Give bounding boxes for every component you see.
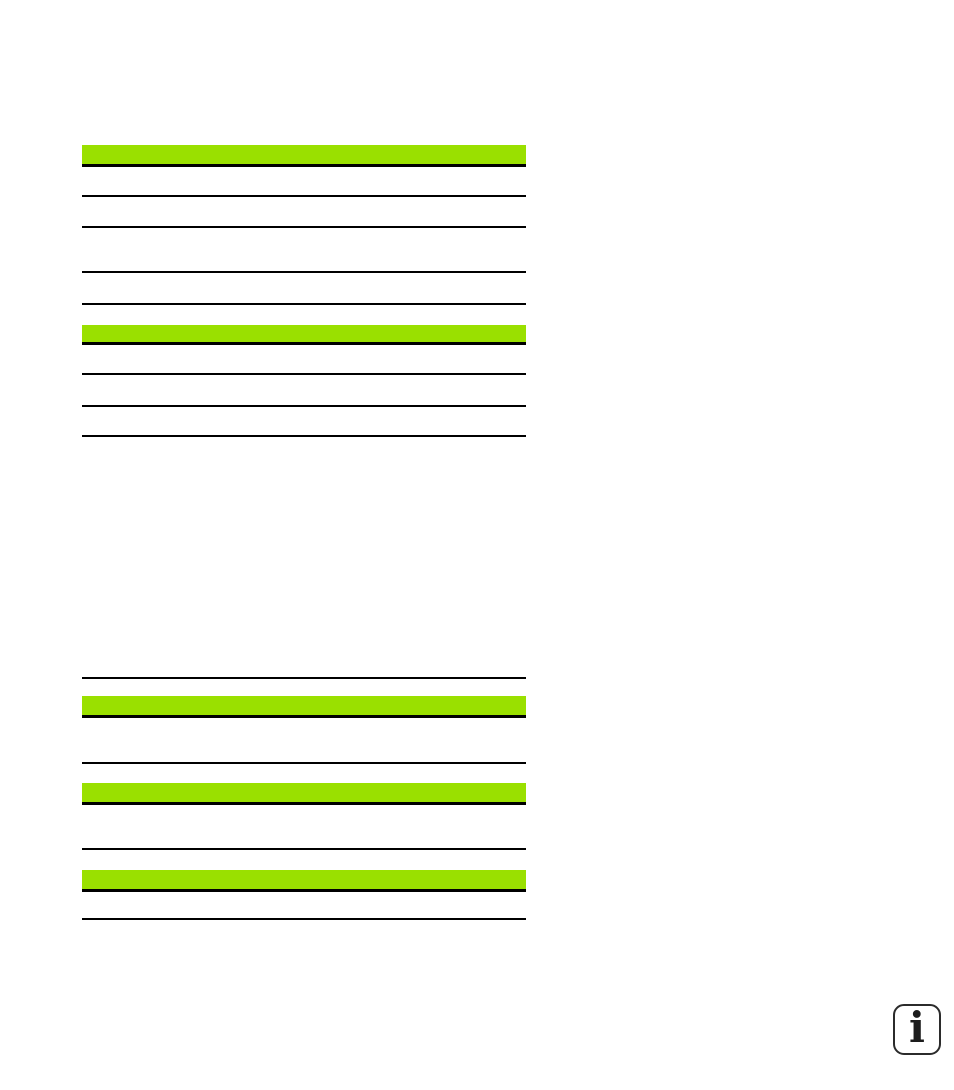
table-header-highlight [82,696,526,718]
table-row-divider [82,677,526,679]
table-header-highlight [82,145,526,167]
table-row-divider [82,918,526,920]
table-row-divider [82,373,526,375]
table-row-divider [82,195,526,197]
table-row-divider [82,435,526,437]
table-row-divider [82,762,526,764]
table-header-highlight [82,325,526,345]
table-row-divider [82,303,526,305]
table-header-highlight [82,870,526,892]
info-icon-glyph: i [909,1002,925,1052]
info-icon: i [893,1004,941,1055]
table-row-divider [82,271,526,273]
table-row-divider [82,848,526,850]
table-row-divider [82,405,526,407]
table-row-divider [82,226,526,228]
table-header-highlight [82,783,526,805]
